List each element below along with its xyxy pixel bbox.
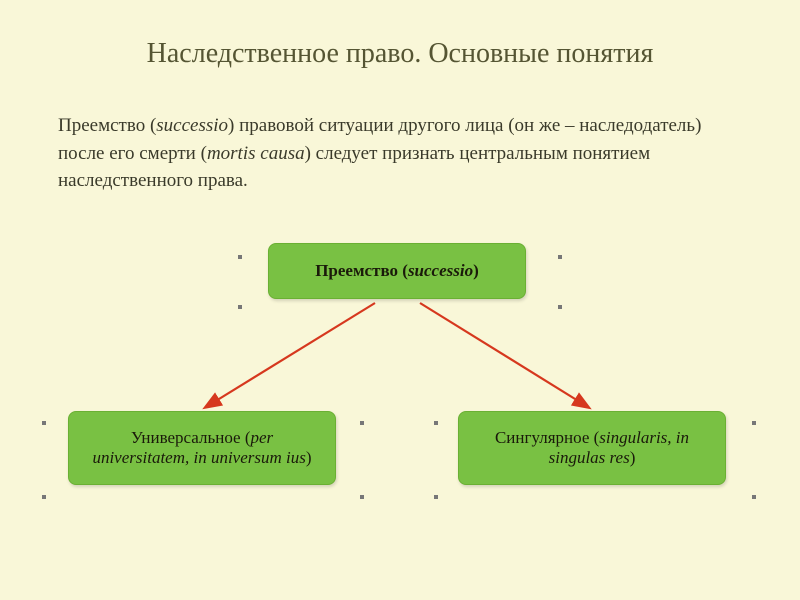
selection-handle [238, 305, 242, 309]
selection-handle [558, 305, 562, 309]
edge-root-right [420, 303, 588, 407]
slide-title: Наследственное право. Основные понятия [0, 0, 800, 70]
selection-handle [360, 495, 364, 499]
diagram-container: Преемство (successio) Универсальное (per… [0, 223, 800, 523]
node-left-label: Универсальное (per universitatem, in uni… [83, 428, 321, 468]
node-left: Универсальное (per universitatem, in uni… [68, 411, 336, 485]
slide-body-text: Преемство (successio) правовой ситуации … [0, 70, 800, 195]
selection-handle [434, 421, 438, 425]
selection-handle [434, 495, 438, 499]
node-root: Преемство (successio) [268, 243, 526, 299]
selection-handle [752, 495, 756, 499]
selection-handle [42, 495, 46, 499]
node-right-label: Сингулярное (singularis, in singulas res… [473, 428, 711, 468]
selection-handle [360, 421, 364, 425]
selection-handle [238, 255, 242, 259]
node-root-label: Преемство (successio) [315, 261, 479, 281]
selection-handle [558, 255, 562, 259]
edge-root-left [206, 303, 375, 407]
selection-handle [752, 421, 756, 425]
selection-handle [42, 421, 46, 425]
node-right: Сингулярное (singularis, in singulas res… [458, 411, 726, 485]
